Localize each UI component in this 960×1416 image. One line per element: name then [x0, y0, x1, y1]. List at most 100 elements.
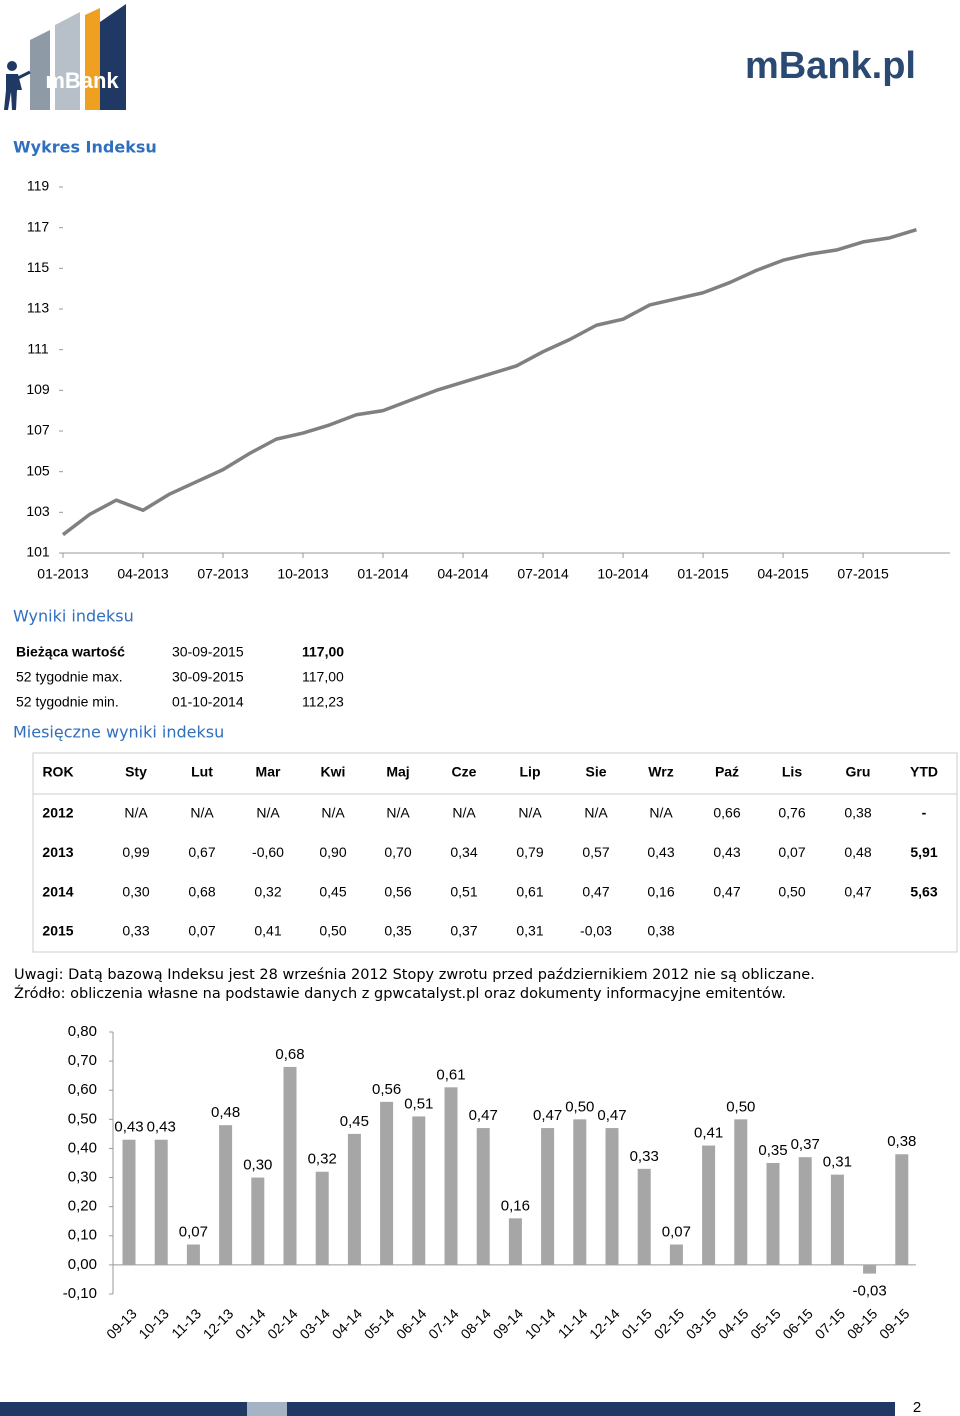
bar [347, 1133, 361, 1265]
table-header: Maj [386, 764, 409, 780]
value-label: 0,31 [823, 1154, 852, 1171]
y-tick-label: 101 [26, 544, 50, 560]
x-tick-label: 04-14 [329, 1305, 366, 1342]
summary-cell: 117,00 [302, 644, 344, 660]
x-tick-label: 04-2014 [437, 566, 489, 582]
note: Uwagi: Datą bazową Indeksu jest 28 wrześ… [14, 967, 815, 983]
x-tick-label: 09-13 [103, 1305, 140, 1342]
table-cell: N/A [256, 805, 280, 821]
table-cell: 0,16 [647, 883, 674, 899]
x-tick-label: 01-2015 [677, 566, 729, 582]
bar [863, 1264, 877, 1274]
y-tick-label: 113 [27, 300, 50, 316]
x-tick-label: 07-15 [812, 1305, 849, 1342]
table-cell: 0,57 [582, 844, 609, 860]
table-cell: 0,76 [778, 805, 805, 821]
value-label: 0,51 [404, 1095, 433, 1112]
table-header: ROK [42, 764, 73, 780]
table-cell: 0,34 [450, 844, 477, 860]
table-cell: 0,31 [516, 923, 543, 939]
table-header: Lis [782, 764, 802, 780]
table-cell: 0,79 [516, 844, 543, 860]
table-cell: 0,41 [254, 923, 281, 939]
table-cell: 0,47 [844, 883, 871, 899]
table-header: Gru [846, 764, 871, 780]
summary-cell: Bieżąca wartość [16, 644, 125, 660]
bar [798, 1157, 812, 1265]
x-tick-label: 11-14 [555, 1305, 591, 1341]
summary-cell: 30-09-2015 [172, 669, 244, 685]
x-tick-label: 10-14 [522, 1305, 559, 1342]
bar [541, 1128, 555, 1265]
y-tick-label: 103 [26, 503, 50, 519]
table-cell: 0,45 [319, 883, 346, 899]
table-cell: 0,43 [713, 844, 740, 860]
summary-cell: 52 tygodnie min. [16, 694, 119, 710]
table-cell: 0,07 [778, 844, 805, 860]
value-label: 0,41 [694, 1125, 723, 1142]
table-cell: - [922, 805, 927, 821]
x-tick-label: 05-14 [361, 1305, 398, 1342]
logo-right: mBank.pl [745, 45, 916, 87]
table-header: Lip [520, 764, 541, 780]
table-cell: 0,70 [384, 844, 411, 860]
value-label: 0,43 [147, 1119, 176, 1136]
table-cell: 5,91 [910, 844, 937, 860]
y-tick-label: 0,80 [68, 1023, 97, 1040]
table-header: Kwi [321, 764, 346, 780]
bar [315, 1171, 329, 1265]
bar [186, 1244, 200, 1265]
x-tick-label: 03-14 [296, 1305, 333, 1342]
footer-bar [0, 1402, 895, 1416]
y-tick-label: 105 [26, 462, 50, 478]
x-tick-label: 11-13 [168, 1305, 204, 1341]
table-cell: 0,35 [384, 923, 411, 939]
table-cell: 2012 [42, 805, 73, 821]
table-cell: 0,47 [713, 883, 740, 899]
table-header: Mar [256, 764, 281, 780]
table-header: Lut [191, 764, 213, 780]
y-tick-label: 0,60 [68, 1081, 97, 1098]
table-header: Sty [125, 764, 147, 780]
x-tick-label: 06-15 [779, 1305, 816, 1342]
table-cell: N/A [649, 805, 673, 821]
x-tick-label: 09-15 [876, 1305, 913, 1342]
bar [444, 1087, 458, 1265]
value-label: 0,68 [275, 1046, 304, 1063]
table-cell: 0,51 [450, 883, 477, 899]
value-label: 0,33 [630, 1148, 659, 1165]
bar [122, 1139, 136, 1265]
table-cell: N/A [584, 805, 608, 821]
value-label: 0,16 [501, 1197, 530, 1214]
x-tick-label: 04-15 [715, 1305, 752, 1342]
table-cell: 0,47 [582, 883, 609, 899]
y-tick-label: 0,00 [68, 1256, 97, 1273]
bar [766, 1163, 780, 1265]
value-label: 0,47 [597, 1107, 626, 1124]
value-label: 0,07 [662, 1223, 691, 1240]
x-tick-label: 01-2013 [37, 566, 89, 582]
x-tick-label: 10-2013 [277, 566, 329, 582]
summary-cell: 52 tygodnie max. [16, 669, 123, 685]
x-tick-label: 12-14 [586, 1305, 623, 1342]
section-title: Miesięczne wyniki indeksu [13, 723, 224, 742]
table-cell: 0,48 [844, 844, 871, 860]
logo-left: mBank [4, 4, 126, 110]
table-cell: 0,67 [188, 844, 215, 860]
value-label: 0,37 [791, 1136, 820, 1153]
value-label: 0,50 [565, 1098, 594, 1115]
x-tick-label: 02-15 [651, 1305, 688, 1342]
table-cell: 0,33 [122, 923, 149, 939]
x-tick-label: 04-2013 [117, 566, 169, 582]
y-tick-label: -0,10 [63, 1285, 97, 1302]
bar [669, 1244, 683, 1265]
y-tick-label: 109 [26, 381, 50, 397]
y-tick-label: 107 [26, 422, 50, 438]
x-tick-label: 10-2014 [597, 566, 649, 582]
bar [895, 1154, 909, 1265]
note: Źródło: obliczenia własne na podstawie d… [14, 984, 786, 1002]
table-cell: 2015 [42, 923, 73, 939]
value-label: -0,03 [852, 1283, 886, 1300]
